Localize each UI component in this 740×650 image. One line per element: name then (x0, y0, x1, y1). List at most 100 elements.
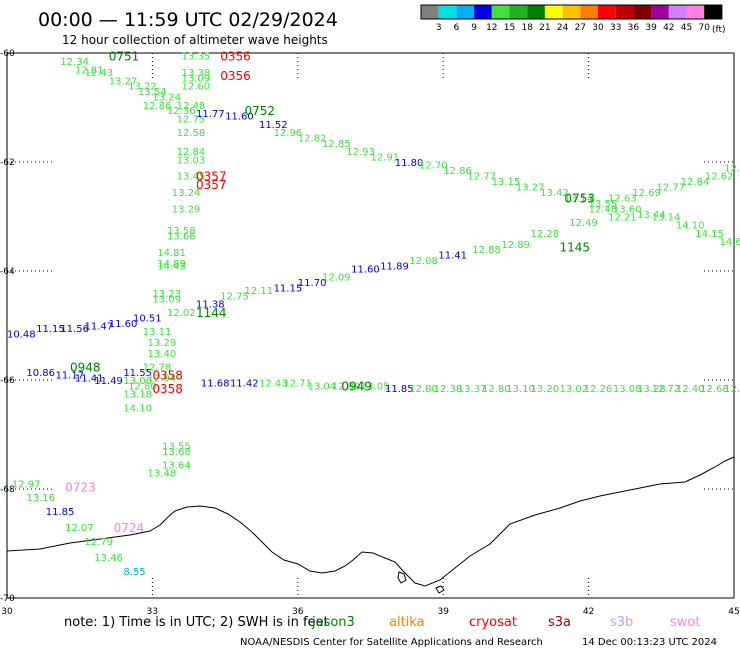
wave-height-label: 12.62 (705, 172, 734, 183)
pass-time-label: 1145 (560, 240, 591, 254)
wave-height-label: 11.17 (55, 371, 84, 382)
wave-height-label: 13.37 (458, 384, 487, 395)
wave-height-label: 13.29 (148, 338, 177, 349)
wave-height-label: 10.86 (26, 368, 55, 379)
colorbar-tick-label: 33 (610, 23, 621, 33)
wave-height-label: 14.10 (676, 221, 705, 232)
wave-height-label: 12.97 (12, 480, 41, 491)
wave-height-label: 11.70 (298, 278, 327, 289)
chart-subtitle: 12 hour collection of altimeter wave hei… (62, 33, 328, 47)
colorbar-tick-label: 27 (575, 23, 586, 33)
pass-time-label: 0949 (341, 379, 372, 393)
wave-height-label: 12.75 (177, 114, 206, 125)
wave-height-label: 12.94 (148, 373, 177, 384)
wave-height-label: 13.58 (167, 226, 196, 237)
wave-height-label: 11.89 (380, 262, 409, 273)
colorbar-swatch (544, 5, 563, 19)
wave-height-label: 12.86 (143, 101, 172, 112)
colorbar-swatch (509, 5, 528, 19)
pass-time-label: 0724 (114, 521, 145, 535)
wave-height-label: 11.15 (274, 283, 303, 294)
wave-height-label: 11.77 (196, 109, 225, 120)
wave-height-label: 13.23 (152, 289, 181, 300)
wave-height-label: 11.41 (75, 373, 104, 384)
wave-height-label: 12.93 (346, 147, 375, 158)
pass-time-label: 0723 (65, 480, 96, 494)
wave-height-label: 10.48 (7, 330, 36, 341)
wave-height-label: 13.04 (307, 381, 336, 392)
wave-height-label: 13.08 (613, 384, 642, 395)
colorbar-tick-label: 45 (681, 23, 692, 33)
data-points: 12.3412.8112.4313.2713.2213.5413.2412.86… (7, 52, 740, 578)
mission-legend-label: altika (389, 615, 425, 630)
wave-height-label: 12.80 (409, 384, 438, 395)
colorbar-swatch (421, 5, 439, 19)
wave-height-label: 11.55 (123, 368, 152, 379)
wave-height-label: 10.51 (133, 313, 162, 324)
wave-height-label: 12.85 (322, 139, 351, 150)
wave-height-label: 13.09 (152, 294, 181, 305)
wave-height-label: 11.47 (85, 322, 114, 333)
colorbar-swatch (704, 5, 722, 19)
pass-time-label: 0753 (564, 191, 595, 205)
wave-height-label: 13.60 (613, 204, 642, 215)
wave-height-label: 12.28 (530, 229, 559, 240)
wave-height-label: 11.60 (225, 112, 254, 123)
wave-height-label: 13.44 (637, 210, 666, 221)
wave-height-label: 13.14 (564, 193, 593, 204)
wave-height-label: 13.27 (109, 76, 138, 87)
wave-height-label: 14.10 (123, 403, 152, 414)
colorbar-tick-label: 3 (436, 23, 442, 33)
wave-height-label: 11.60 (109, 319, 138, 330)
x-tick-label: 42 (583, 607, 594, 617)
wave-height-label: 12.63 (608, 193, 637, 204)
wave-height-label: 13.05 (361, 381, 390, 392)
colorbar-tick-label: 15 (504, 23, 515, 33)
wave-height-label: 13.16 (26, 493, 55, 504)
wave-height-label: 12.40 (676, 384, 705, 395)
wave-height-label: 13.27 (516, 183, 545, 194)
colorbar-tick-label: 12 (486, 23, 497, 33)
wave-height-label: 11.15 (36, 324, 65, 335)
footer-note: note: 1) Time is in UTC; 2) SWH is in fe… (64, 615, 329, 630)
pass-time-label: 0357 (196, 178, 227, 192)
wave-height-label: 13.15 (492, 177, 521, 188)
colorbar-tick-label: 24 (557, 23, 569, 33)
wave-height-label: 12.08 (409, 256, 438, 267)
x-tick-label: 33 (147, 607, 158, 617)
wave-height-label: 12.82 (298, 133, 327, 144)
colorbar-swatch (633, 5, 652, 19)
wave-height-label: 13.28 (637, 384, 666, 395)
wave-height-label: 13.55 (162, 441, 191, 452)
wave-height-label: 11.49 (94, 376, 123, 387)
wave-height-label: 12.91 (371, 153, 400, 164)
wave-height-label: 12.89 (501, 240, 530, 251)
y-tick-label: -62 (0, 158, 15, 168)
colorbar-swatch (438, 5, 457, 19)
wave-height-label: 12.77 (656, 183, 685, 194)
wave-height-label: 13.24 (152, 93, 181, 104)
pass-time-label: 1144 (196, 306, 227, 320)
wave-height-label: 11.52 (259, 120, 288, 131)
colorbar-border (420, 4, 723, 20)
mission-legend-label: swot (670, 615, 700, 630)
pass-time-label: 0358 (152, 382, 183, 396)
mission-legend: jason3 altika cryosat s3a s3b swot (311, 615, 700, 630)
wave-height-label: 12.26 (584, 384, 613, 395)
chart-title: 00:00 — 11:59 UTC 02/29/2024 (38, 9, 338, 31)
colorbar-tick-label: 36 (628, 23, 640, 33)
wave-height-label: 12.81 (724, 384, 740, 395)
wave-height-label: 8.55 (123, 567, 145, 578)
footer-credit: NOAA/NESDIS Center for Satellite Applica… (240, 637, 543, 648)
colorbar-tick-label: 70 (698, 23, 710, 33)
wave-height-label: 12.80 (482, 384, 511, 395)
wave-height-label: 12.86 (443, 166, 472, 177)
wave-height-label: 12.81 (75, 65, 104, 76)
coastline-island (397, 571, 407, 584)
colorbar-tick-label: 18 (521, 23, 533, 33)
wave-height-label: 13.40 (148, 349, 177, 360)
wave-height-label: 12.07 (65, 523, 94, 534)
wave-height-label: 13.29 (172, 204, 201, 215)
